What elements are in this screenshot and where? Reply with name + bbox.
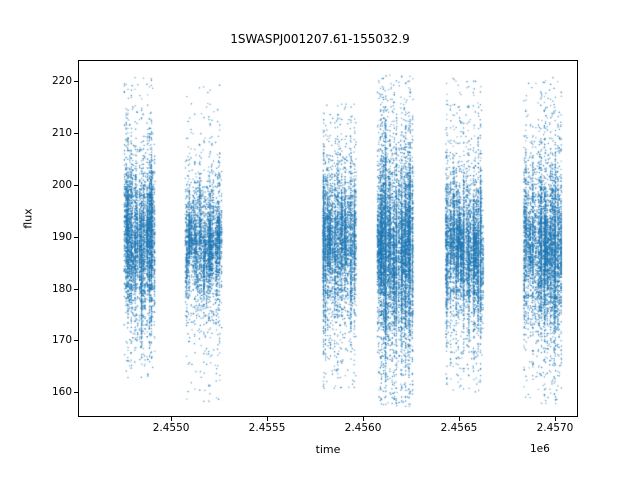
y-axis-tick-label: 160 [51, 386, 72, 399]
y-axis-tick-mark [74, 340, 78, 341]
y-axis-tick-label: 170 [51, 334, 72, 347]
x-axis-tick-label: 2.4560 [344, 422, 382, 434]
x-axis-tick-mark [555, 417, 556, 421]
y-axis-tick-mark [74, 392, 78, 393]
x-axis-tick-mark [459, 417, 460, 421]
plot-axes [78, 60, 578, 417]
y-axis-tick-mark [74, 237, 78, 238]
y-axis-tick-labels: 160 170 180 190 200 210 220 [28, 0, 72, 480]
y-axis-tick-mark [74, 133, 78, 134]
x-axis-tick-mark [267, 417, 268, 421]
y-axis-label: flux [21, 208, 35, 229]
x-axis-tick-mark [363, 417, 364, 421]
y-axis-tick-label: 200 [51, 178, 72, 191]
x-axis-tick-mark [171, 417, 172, 421]
y-axis-tick-mark [74, 289, 78, 290]
x-axis-offset-label: 1e6 [530, 443, 550, 455]
x-axis-tick-label: 2.4570 [536, 422, 574, 434]
y-axis-tick-mark [74, 185, 78, 186]
x-axis-label: time [315, 443, 341, 456]
y-axis-tick-label: 180 [51, 282, 72, 295]
x-axis-tick-label: 2.4565 [440, 422, 478, 434]
page-title: 1SWASPJ001207.61-155032.9 [230, 32, 410, 46]
y-axis-tick-mark [74, 81, 78, 82]
x-axis-tick-label: 2.4550 [152, 422, 190, 434]
y-axis-tick-label: 220 [51, 75, 72, 88]
x-axis-tick-label: 2.4555 [248, 422, 286, 434]
y-axis-tick-label: 190 [51, 230, 72, 243]
scatter-plot-canvas [79, 61, 577, 416]
y-axis-tick-label: 210 [51, 127, 72, 140]
